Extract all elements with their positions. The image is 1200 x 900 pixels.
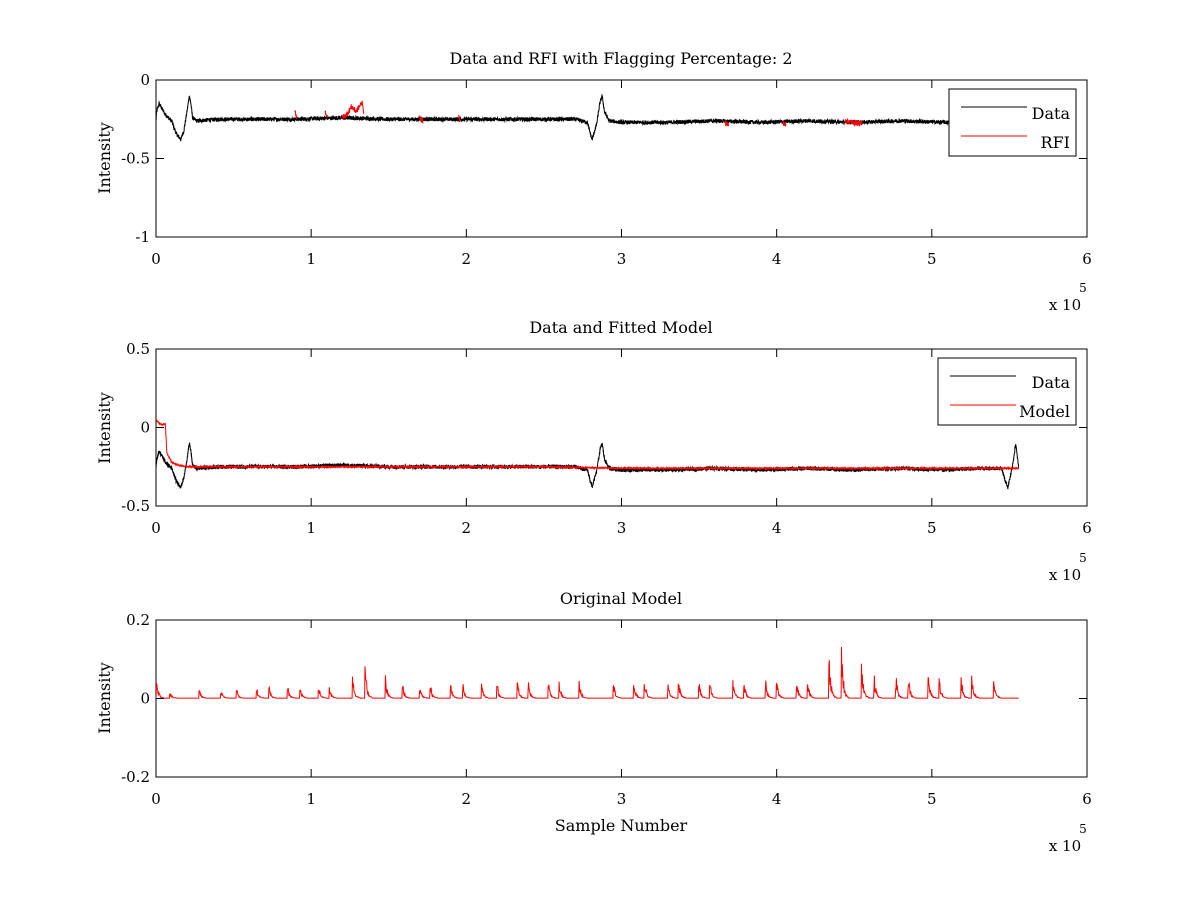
y-tick-label: -0.2 — [121, 768, 150, 786]
x-axis-label: Sample Number — [555, 816, 688, 835]
y-tick-label: 0 — [140, 71, 150, 89]
panel-original-model: Original Model Intensity Sample Number x… — [95, 589, 1092, 855]
x-tick-label: 0 — [151, 790, 161, 808]
y-tick-label: -1 — [135, 228, 150, 246]
x-multiplier-base: x 10 — [1049, 837, 1081, 855]
x-tick-label: 4 — [772, 790, 782, 808]
x-multiplier-base: x 10 — [1049, 566, 1081, 584]
plot-area — [156, 94, 1003, 142]
y-axis-label: Intensity — [95, 662, 114, 734]
series-line-rfi — [782, 120, 787, 127]
x-tick-label: 5 — [927, 519, 937, 537]
x-tick-label: 4 — [772, 519, 782, 537]
chart-title: Original Model — [560, 589, 682, 608]
legend-label: Data — [1032, 373, 1071, 392]
x-tick-label: 0 — [151, 519, 161, 537]
x-tick-label: 6 — [1082, 790, 1092, 808]
series-line-model — [156, 417, 1020, 471]
y-tick-label: 0.5 — [126, 340, 150, 358]
x-tick-label: 6 — [1082, 250, 1092, 268]
series-line-rfi — [341, 100, 365, 120]
axes-box — [155, 348, 1088, 507]
legend-label: Data — [1032, 104, 1071, 123]
y-tick-label: 0 — [140, 690, 150, 708]
series-line-rfi — [324, 110, 328, 118]
chart-title: Data and Fitted Model — [529, 318, 712, 337]
plot-area — [156, 417, 1020, 490]
y-tick-label: 0 — [140, 419, 150, 437]
panel-data-and-rfi: Data and RFI with Flagging Percentage: 2… — [95, 49, 1092, 314]
series-line-rfi — [844, 118, 863, 128]
x-tick-label: 5 — [927, 790, 937, 808]
panel-data-and-fitted-model: Data and Fitted Model Intensity x 10 5 0… — [95, 318, 1092, 584]
plot-area — [156, 646, 1019, 699]
x-tick-label: 2 — [462, 790, 472, 808]
x-tick-label: 3 — [617, 519, 627, 537]
x-tick-label: 1 — [306, 519, 316, 537]
series-line-rfi — [294, 110, 298, 120]
x-tick-label: 4 — [772, 250, 782, 268]
x-tick-label: 2 — [462, 250, 472, 268]
x-multiplier-exponent: 5 — [1079, 551, 1087, 565]
chart-title: Data and RFI with Flagging Percentage: 2 — [449, 49, 792, 68]
series-line-rfi — [458, 114, 461, 123]
legend-box — [937, 357, 1077, 426]
series-line-model — [156, 646, 1019, 699]
x-multiplier-exponent: 5 — [1079, 281, 1087, 295]
x-tick-label: 6 — [1082, 519, 1092, 537]
legend-label: RFI — [1041, 133, 1070, 152]
y-tick-label: -0.5 — [121, 150, 150, 168]
axes-box — [155, 79, 1088, 238]
x-tick-label: 3 — [617, 790, 627, 808]
x-tick-label: 0 — [151, 250, 161, 268]
x-tick-label: 2 — [462, 519, 472, 537]
y-tick-label: -0.5 — [121, 497, 150, 515]
y-axis-label: Intensity — [95, 392, 114, 464]
series-line-rfi — [419, 115, 424, 124]
legend-box — [948, 88, 1077, 157]
legend-label: Model — [1019, 402, 1070, 421]
y-axis-label: Intensity — [95, 122, 114, 194]
legend: Data RFI — [948, 88, 1077, 157]
x-multiplier-exponent: 5 — [1079, 822, 1087, 836]
series-line-rfi — [725, 120, 730, 127]
y-tick-label: 0.2 — [126, 611, 150, 629]
x-multiplier-base: x 10 — [1049, 296, 1081, 314]
legend: Data Model — [937, 357, 1077, 426]
x-tick-label: 1 — [306, 250, 316, 268]
x-tick-label: 5 — [927, 250, 937, 268]
x-tick-label: 1 — [306, 790, 316, 808]
x-tick-label: 3 — [617, 250, 627, 268]
